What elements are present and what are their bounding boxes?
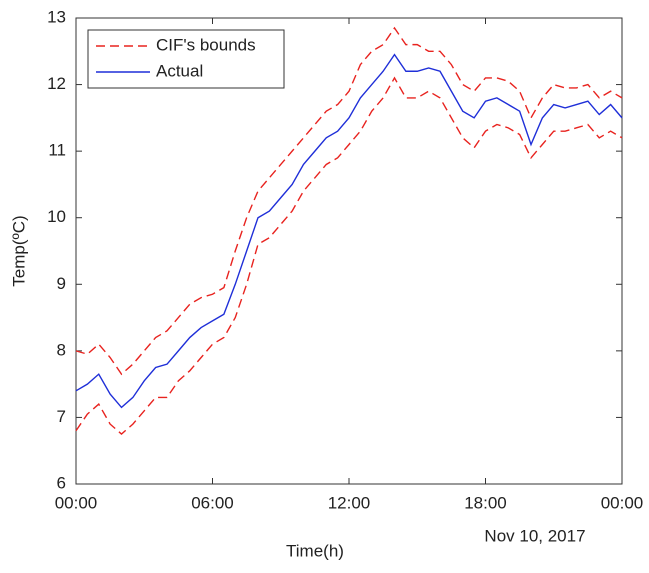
annotation: Nov 10, 2017 <box>484 526 585 545</box>
x-tick-label: 00:00 <box>601 493 644 512</box>
x-tick-label: 12:00 <box>328 493 371 512</box>
y-tick-label: 12 <box>47 74 66 93</box>
x-tick-label: 00:00 <box>55 493 98 512</box>
x-axis-label: Time(h) <box>286 541 344 560</box>
y-tick-label: 7 <box>57 407 66 426</box>
line <box>75 53 623 409</box>
y-tick-label: 9 <box>57 274 66 293</box>
y-tick-label: 11 <box>48 141 66 160</box>
y-axis-label: Temp(ºC) <box>9 215 28 286</box>
legend-box <box>87 29 285 89</box>
y-tick-label: 10 <box>47 207 66 226</box>
line <box>75 26 623 376</box>
legend-label: Actual <box>156 61 203 80</box>
legend-label: CIF's bounds <box>156 35 256 54</box>
y-tick-label: 6 <box>57 473 66 492</box>
x-tick-label: 18:00 <box>464 493 507 512</box>
line <box>75 76 623 436</box>
x-tick-label: 06:00 <box>191 493 234 512</box>
y-tick-label: 8 <box>57 340 66 359</box>
y-tick-label: 13 <box>47 7 66 26</box>
